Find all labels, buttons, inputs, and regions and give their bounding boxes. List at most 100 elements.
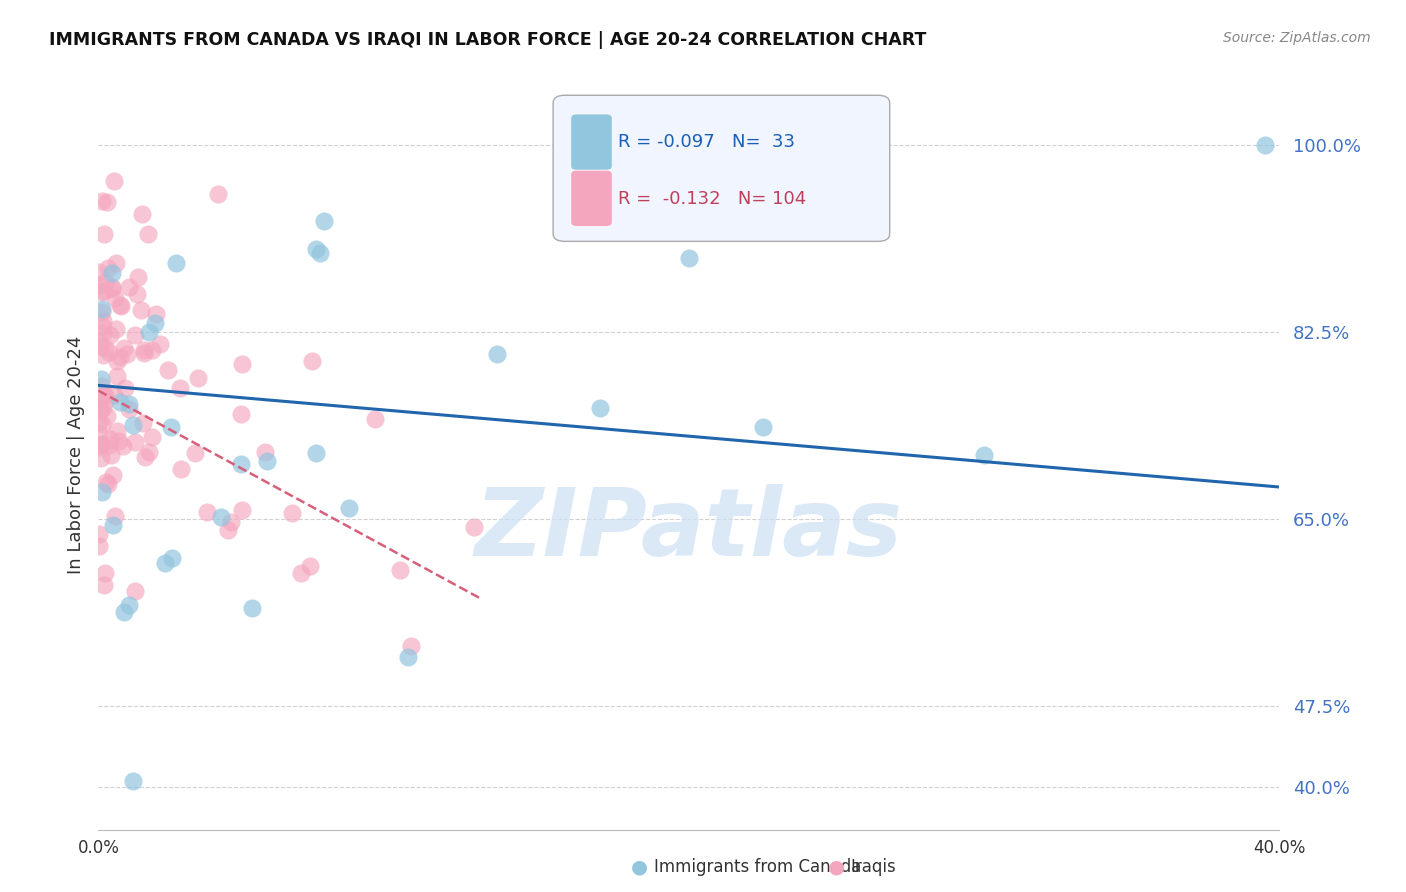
Point — [240, 601, 263, 615]
Point — [90, 450, 112, 465]
Point — [90, 417, 112, 431]
Point — [231, 407, 253, 421]
Point — [973, 448, 995, 462]
Point — [132, 417, 155, 431]
Point — [97, 438, 120, 452]
Point — [138, 445, 160, 459]
Text: R = -0.097   N=  33: R = -0.097 N= 33 — [619, 134, 794, 152]
Text: Source: ZipAtlas.com: Source: ZipAtlas.com — [1223, 31, 1371, 45]
Point — [90, 438, 112, 452]
Point — [301, 354, 323, 368]
Point — [118, 401, 141, 416]
Point — [165, 256, 187, 270]
Text: IMMIGRANTS FROM CANADA VS IRAQI IN LABOR FORCE | AGE 20-24 CORRELATION CHART: IMMIGRANTS FROM CANADA VS IRAQI IN LABOR… — [49, 31, 927, 49]
FancyBboxPatch shape — [553, 95, 890, 242]
Point — [100, 328, 122, 343]
Point — [219, 515, 242, 529]
Point — [138, 325, 160, 339]
Point — [160, 551, 183, 566]
Point — [89, 402, 111, 417]
Point — [364, 411, 387, 425]
Point — [290, 566, 312, 580]
Point — [90, 372, 112, 386]
Point — [89, 278, 111, 293]
Point — [398, 650, 420, 665]
Point — [105, 353, 128, 368]
Text: R =  -0.132   N= 104: R = -0.132 N= 104 — [619, 190, 806, 208]
Point — [183, 446, 205, 460]
Point — [129, 302, 152, 317]
Point — [309, 246, 332, 260]
Point — [93, 284, 115, 298]
Point — [118, 397, 141, 411]
Point — [89, 392, 111, 406]
Point — [91, 305, 114, 319]
Point — [141, 429, 163, 443]
Point — [388, 563, 411, 577]
Point — [256, 454, 278, 468]
Text: Iraqis: Iraqis — [851, 858, 897, 876]
Point — [115, 347, 138, 361]
Point — [94, 566, 117, 580]
Point — [101, 266, 124, 280]
Point — [94, 394, 117, 409]
Point — [89, 415, 111, 429]
Point — [134, 450, 156, 464]
Point — [103, 388, 125, 402]
Point — [103, 174, 125, 188]
Point — [118, 598, 141, 612]
Point — [101, 467, 124, 482]
Point — [207, 186, 229, 201]
Point — [231, 502, 253, 516]
Text: ●: ● — [828, 857, 845, 877]
Point — [124, 434, 146, 449]
Point — [101, 282, 124, 296]
Point — [122, 774, 145, 789]
Point — [93, 227, 115, 241]
Point — [112, 605, 135, 619]
Point — [131, 207, 153, 221]
Point — [110, 350, 132, 364]
Point — [96, 195, 118, 210]
Point — [118, 279, 141, 293]
Point — [91, 194, 114, 208]
Point — [134, 346, 156, 360]
Point — [305, 446, 328, 460]
Point — [94, 341, 117, 355]
Point — [678, 252, 700, 266]
Point — [91, 379, 114, 393]
Point — [157, 362, 180, 376]
Point — [91, 314, 114, 328]
Point — [94, 275, 117, 289]
Point — [195, 505, 218, 519]
Point — [124, 583, 146, 598]
Y-axis label: In Labor Force | Age 20-24: In Labor Force | Age 20-24 — [66, 335, 84, 574]
Text: Immigrants from Canada: Immigrants from Canada — [654, 858, 860, 876]
Point — [589, 401, 612, 415]
Point — [98, 432, 121, 446]
Point — [112, 341, 135, 355]
Point — [105, 424, 128, 438]
Point — [104, 256, 127, 270]
Point — [107, 434, 129, 449]
FancyBboxPatch shape — [571, 170, 612, 227]
Point — [96, 409, 118, 424]
Point — [89, 339, 111, 353]
Point — [104, 508, 127, 523]
Point — [339, 500, 361, 515]
Point — [486, 347, 509, 361]
Point — [101, 280, 124, 294]
Point — [170, 462, 193, 476]
Point — [91, 326, 114, 340]
Point — [94, 475, 117, 489]
Point — [305, 242, 328, 256]
Point — [149, 337, 172, 351]
Point — [104, 322, 127, 336]
Point — [87, 539, 110, 553]
Point — [87, 440, 110, 454]
Point — [100, 448, 122, 462]
Point — [298, 558, 321, 573]
Point — [281, 506, 304, 520]
Point — [110, 298, 132, 312]
Point — [187, 371, 209, 385]
